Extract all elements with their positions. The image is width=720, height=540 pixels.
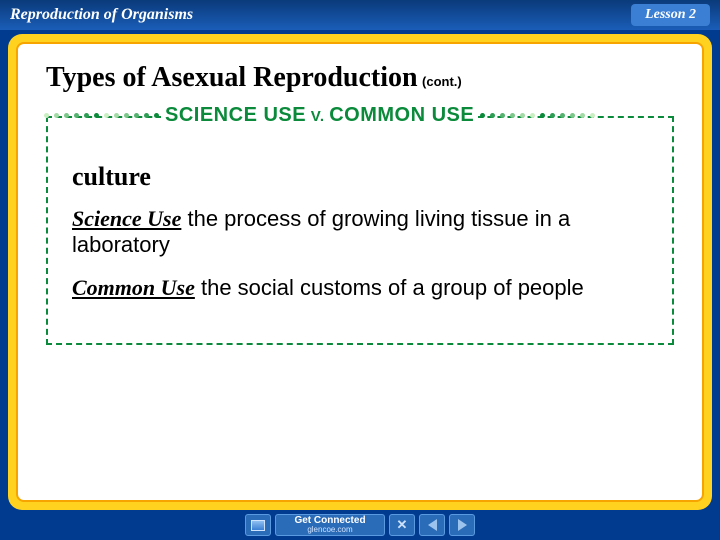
banner-common: COMMON USE	[329, 104, 474, 126]
next-button[interactable]	[449, 514, 475, 536]
banner-dots-right	[478, 113, 597, 118]
definition-lead: Science Use	[72, 206, 181, 231]
slide-frame: Types of Asexual Reproduction (cont.) SC…	[8, 34, 712, 510]
footer-nav: Get Connected glencoe.com ✕	[0, 510, 720, 540]
header-bar: Reproduction of Organisms Lesson 2	[0, 0, 720, 30]
vocab-box: SCIENCE USE V. COMMON USE culture Scienc…	[46, 116, 674, 345]
definition-science: Science Use the process of growing livin…	[72, 206, 648, 259]
chevron-left-icon	[428, 519, 437, 531]
vocab-term: culture	[72, 162, 648, 192]
vocab-banner: SCIENCE USE V. COMMON USE	[42, 104, 597, 127]
title-row: Types of Asexual Reproduction (cont.)	[46, 62, 674, 94]
get-connected-button[interactable]: Get Connected glencoe.com	[275, 514, 385, 536]
chevron-right-icon	[458, 519, 467, 531]
close-button[interactable]: ✕	[389, 514, 415, 536]
definition-common: Common Use the social customs of a group…	[72, 275, 648, 301]
slide-title: Types of Asexual Reproduction	[46, 62, 418, 93]
banner-dots-left	[42, 113, 161, 118]
close-icon: ✕	[397, 517, 408, 533]
banner-science: SCIENCE USE	[165, 104, 306, 126]
definition-body: the social customs of a group of people	[195, 275, 584, 300]
image-button[interactable]	[245, 514, 271, 536]
chapter-title: Reproduction of Organisms	[10, 6, 193, 24]
definition-lead: Common Use	[72, 275, 195, 300]
connect-url: glencoe.com	[307, 526, 352, 534]
lesson-badge: Lesson 2	[631, 4, 710, 26]
slide-continued: (cont.)	[422, 74, 462, 89]
slide-content: Types of Asexual Reproduction (cont.) SC…	[16, 42, 704, 502]
image-icon	[251, 520, 265, 531]
banner-versus: V.	[306, 108, 329, 125]
banner-label: SCIENCE USE V. COMMON USE	[161, 104, 478, 127]
prev-button[interactable]	[419, 514, 445, 536]
